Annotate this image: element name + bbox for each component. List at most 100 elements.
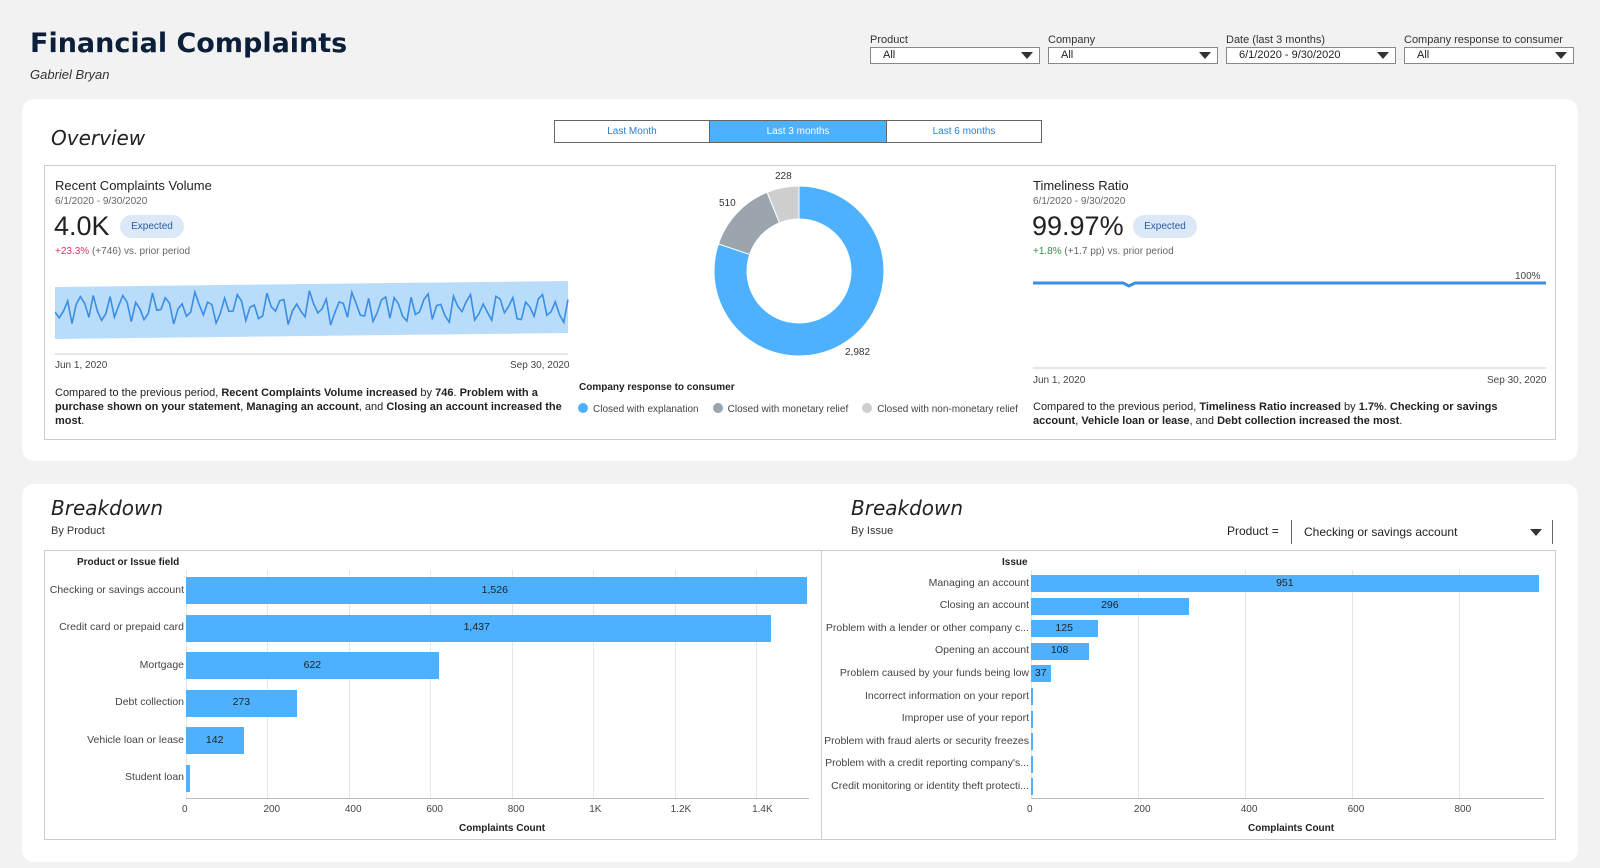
volume-expected-band [55,281,568,339]
response-filter[interactable]: Company response to consumer All [1404,34,1574,64]
page-title: Financial Complaints [30,28,348,59]
legend-label: Closed with explanation [593,404,699,415]
x-tick-label: 1.2K [670,804,692,815]
bar-value-label: 125 [1055,621,1073,634]
product-filter[interactable]: Product All [870,34,1040,64]
timeliness-narrative-text: , and [1189,415,1218,427]
author-name: Gabriel Bryan [30,67,110,82]
chevron-down-icon [1021,52,1033,59]
tab-last-6-months[interactable]: Last 6 months [886,120,1042,143]
timeliness-delta: +1.8% (+1.7 pp) vs. prior period [1033,246,1174,257]
bar-value-label: 1,526 [481,583,508,596]
volume-narrative-text: Closing an account increased the most [55,401,562,427]
bar-value-label: 1,437 [463,621,490,633]
bar[interactable] [1031,642,1089,660]
bar-category-label: Vehicle loan or lease [87,733,184,746]
volume-value: 4.0K [54,211,110,241]
tab-last-3-months[interactable]: Last 3 months [709,120,887,143]
date-filter-value: 6/1/2020 - 9/30/2020 [1239,49,1341,61]
donut-slice-explanation[interactable] [713,185,885,357]
bar-category-label: Problem with fraud alerts or security fr… [824,734,1029,747]
bar[interactable] [186,614,772,642]
volume-sparkline [55,281,569,355]
donut-slice-nonmonetary[interactable] [766,185,800,224]
product-filter-select[interactable]: All [870,47,1040,64]
bar[interactable] [1031,710,1033,728]
bar-value-label: 622 [303,658,322,671]
volume-delta-pct: +23.3% [55,246,90,257]
bar[interactable] [1031,688,1033,705]
timeliness-badge: Expected [1133,215,1197,238]
donut-label-nonmonetary: 228 [775,171,792,182]
gridline [674,570,676,798]
company-filter[interactable]: Company All [1048,34,1218,64]
bar[interactable] [186,652,440,679]
bar[interactable] [186,764,191,792]
volume-narrative-text: Compared to the previous period, [55,387,222,399]
timeliness-x-end: Sep 30, 2020 [1487,375,1547,386]
chevron-down-icon [1530,529,1542,536]
gridline [186,570,187,798]
bar[interactable] [1031,597,1190,615]
response-filter-select[interactable]: All [1404,47,1574,64]
issue-product-filter[interactable]: Checking or savings account [1291,520,1553,544]
bar[interactable] [1031,665,1051,683]
gridline [756,570,758,798]
chevron-down-icon [1199,52,1211,59]
bar[interactable] [186,689,298,717]
bar[interactable] [1031,575,1540,592]
x-tick-label: 400 [344,804,362,815]
bar-category-label: Problem with a lender or other company c… [825,621,1029,634]
product-filter-value: All [883,49,896,61]
x-tick-label: 1.4K [752,804,773,815]
timeliness-x-start: Jun 1, 2020 [1033,375,1086,386]
timeliness-narrative-text: Vehicle loan or lease [1081,415,1190,427]
legend-dot-icon [712,403,723,413]
bar[interactable] [186,727,244,754]
date-filter-select[interactable]: 6/1/2020 - 9/30/2020 [1226,47,1396,64]
issue-col-head: Issue [1002,557,1028,568]
product-filter-label: Product [870,34,908,46]
timeliness-narrative-text: . [1383,401,1390,413]
bar[interactable] [1031,778,1033,796]
breakdown-product-subtitle: By Product [51,525,105,537]
volume-delta: +23.3% (+746) vs. prior period [55,246,190,257]
bar[interactable] [1031,620,1098,638]
volume-narrative-text: Recent Complaints Volume increased [221,387,418,399]
bar[interactable] [1031,733,1033,751]
legend-item-explanation[interactable]: Closed with explanation [578,403,699,415]
gridline [1458,570,1460,798]
timeliness-narrative-text: 1.7% [1358,401,1384,413]
volume-x-start: Jun 1, 2020 [55,360,108,371]
legend-item-nonmonetary[interactable]: Closed with non-monetary relief [862,403,1018,415]
x-tick-label: 800 [1454,804,1472,815]
gridline [348,570,350,798]
timeliness-line [1033,281,1546,288]
x-tick-label: 0 [1027,804,1033,815]
tab-last-month[interactable]: Last Month [554,120,710,143]
timeliness-delta-pct: +1.8% [1033,246,1062,257]
response-filter-value: All [1417,49,1430,61]
gridline [511,570,513,798]
gridline [1244,570,1246,798]
gridline [267,570,269,798]
response-legend-title: Company response to consumer [579,382,735,393]
volume-badge: Expected [120,215,184,238]
bar[interactable] [186,577,808,604]
volume-narrative-text: , and [358,401,387,413]
company-filter-select[interactable]: All [1048,47,1218,64]
bar-category-label: Opening an account [935,644,1029,657]
bar[interactable] [1031,755,1033,773]
donut-label-monetary: 510 [719,198,736,209]
legend-item-monetary[interactable]: Closed with monetary relief [712,403,848,415]
volume-delta-rest: (+746) vs. prior period [89,246,191,257]
bar-value-label: 142 [205,733,224,746]
x-tick-label: 1K [589,804,602,815]
date-filter[interactable]: Date (last 3 months) 6/1/2020 - 9/30/202… [1226,34,1396,64]
timeliness-line-label: 100% [1515,271,1541,282]
donut-label-explanation: 2,982 [845,347,871,358]
overview-title: Overview [51,126,146,150]
bar-value-label: 108 [1050,644,1069,657]
period-tabs: Last Month Last 3 months Last 6 months [554,120,1045,143]
timeliness-narrative-text: . [1399,415,1403,427]
